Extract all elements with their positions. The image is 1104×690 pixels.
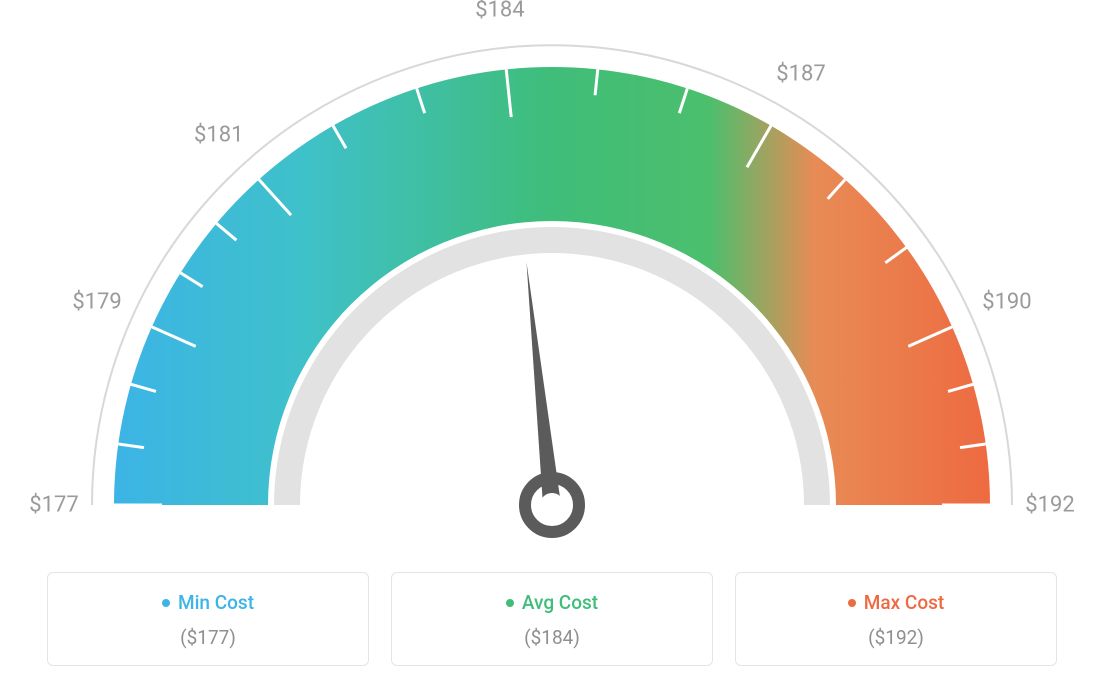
chart-container: $177 $179 $181 $184 $187 $190 $192 Min Cost ($… — [0, 0, 1104, 690]
legend-max-value: ($192) — [746, 626, 1046, 649]
legend-avg-dot — [506, 599, 514, 607]
legend-min-title: Min Cost — [162, 591, 254, 614]
gauge-tick-label: $190 — [982, 290, 1031, 315]
legend-max-dot — [848, 599, 856, 607]
legend-max-label: Max Cost — [864, 591, 944, 614]
legend-max-title: Max Cost — [848, 591, 944, 614]
legend-min: Min Cost ($177) — [47, 572, 369, 666]
legend-avg-label: Avg Cost — [522, 591, 598, 614]
legend-min-dot — [162, 599, 170, 607]
legend-avg-value: ($184) — [402, 626, 702, 649]
gauge-tick-label: $181 — [194, 122, 243, 147]
legend: Min Cost ($177) Avg Cost ($184) Max Cost… — [0, 572, 1104, 666]
gauge-tick-label: $177 — [29, 493, 78, 518]
gauge-svg — [0, 0, 1104, 560]
gauge-tick-label: $187 — [776, 61, 825, 86]
legend-avg: Avg Cost ($184) — [391, 572, 713, 666]
legend-min-value: ($177) — [58, 626, 358, 649]
legend-max: Max Cost ($192) — [735, 572, 1057, 666]
gauge-area: $177 $179 $181 $184 $187 $190 $192 — [0, 0, 1104, 560]
gauge-tick-label: $192 — [1025, 493, 1074, 518]
legend-min-label: Min Cost — [178, 591, 254, 614]
gauge-tick-label: $179 — [72, 290, 121, 315]
legend-avg-title: Avg Cost — [506, 591, 598, 614]
gauge-tick-label: $184 — [475, 0, 524, 22]
